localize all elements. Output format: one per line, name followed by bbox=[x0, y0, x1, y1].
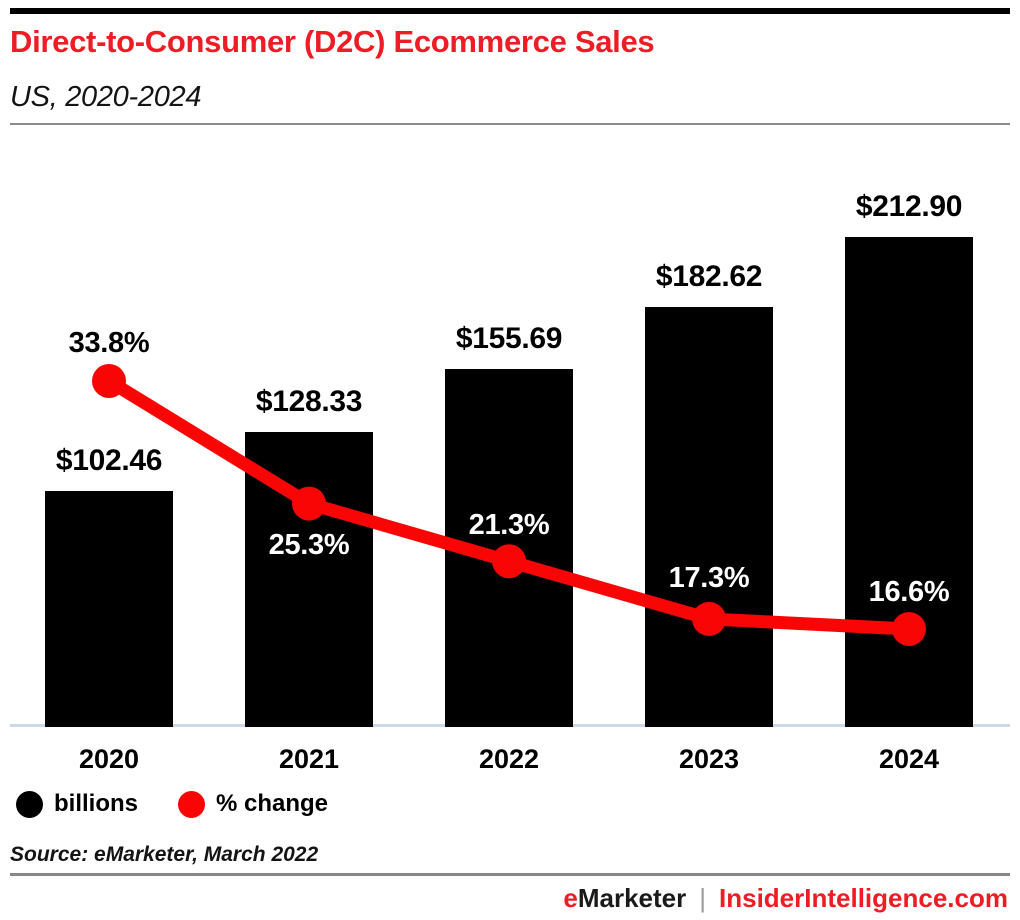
chart-subtitle: US, 2020-2024 bbox=[10, 81, 202, 113]
source-note: Source: eMarketer, March 2022 bbox=[10, 843, 319, 866]
footer-site-link[interactable]: InsiderIntelligence.com bbox=[719, 883, 1008, 913]
legend-item-pct-change: % change bbox=[178, 790, 328, 818]
footer-brand: e Marketer | InsiderIntelligence.com bbox=[563, 883, 1008, 914]
x-axis-label-2024: 2024 bbox=[878, 744, 940, 774]
pct-change-legend-dot-icon bbox=[178, 790, 205, 818]
footer-emarketer-e: e bbox=[563, 883, 578, 913]
pct-value-label-2022: 21.3% bbox=[468, 509, 550, 542]
x-axis-label-2022: 2022 bbox=[478, 744, 540, 774]
footer-divider bbox=[10, 873, 1010, 876]
bar-2020 bbox=[45, 491, 173, 727]
pct-value-label-2024: 16.6% bbox=[868, 576, 950, 609]
chart-title: Direct-to-Consumer (D2C) Ecommerce Sales bbox=[10, 24, 655, 59]
bar-2023 bbox=[645, 306, 773, 727]
bar-2024 bbox=[845, 237, 973, 727]
bar-value-label-2024: $212.90 bbox=[855, 190, 963, 224]
line-point-2020 bbox=[92, 364, 126, 398]
legend-label-billions: billions bbox=[54, 790, 138, 817]
footer-separator: | bbox=[699, 883, 707, 913]
x-axis-label-2020: 2020 bbox=[78, 744, 140, 774]
header-divider bbox=[10, 123, 1010, 125]
pct-value-label-2021: 25.3% bbox=[268, 528, 350, 561]
header-accent-bar bbox=[10, 8, 1010, 14]
bar-2022 bbox=[445, 368, 573, 727]
legend-label-pct-change: % change bbox=[216, 790, 329, 817]
bar-value-label-2022: $155.69 bbox=[455, 321, 563, 355]
legend: billions % change bbox=[16, 790, 328, 818]
pct-value-label-2023: 17.3% bbox=[668, 561, 750, 594]
bar-value-label-2023: $182.62 bbox=[655, 259, 763, 293]
x-axis-label-2021: 2021 bbox=[278, 744, 340, 774]
pct-value-label-2020: 33.8% bbox=[68, 327, 150, 359]
legend-item-billions: billions bbox=[16, 790, 138, 818]
x-axis-label-2023: 2023 bbox=[678, 744, 740, 774]
bar-value-label-2020: $102.46 bbox=[55, 444, 163, 478]
footer-emarketer-rest: Marketer bbox=[577, 883, 687, 913]
bar-value-label-2021: $128.33 bbox=[255, 384, 363, 418]
billions-legend-dot-icon bbox=[16, 790, 43, 818]
bar-2021 bbox=[245, 431, 373, 727]
